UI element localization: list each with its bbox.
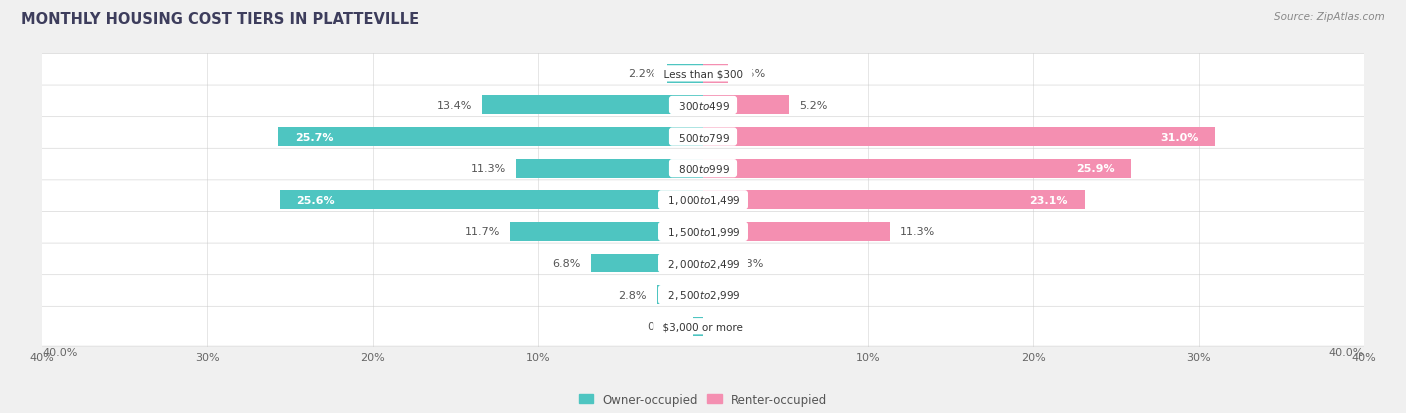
- Text: 1.5%: 1.5%: [738, 69, 766, 79]
- Bar: [516, 159, 703, 178]
- Text: 2.8%: 2.8%: [619, 290, 647, 300]
- Text: 11.3%: 11.3%: [900, 227, 935, 237]
- Text: 0.0%: 0.0%: [713, 321, 741, 331]
- FancyBboxPatch shape: [22, 180, 1384, 220]
- Bar: [703, 65, 728, 84]
- Text: 25.7%: 25.7%: [295, 132, 333, 142]
- Text: MONTHLY HOUSING COST TIERS IN PLATTEVILLE: MONTHLY HOUSING COST TIERS IN PLATTEVILL…: [21, 12, 419, 27]
- Text: 6.8%: 6.8%: [553, 259, 581, 268]
- Text: Source: ZipAtlas.com: Source: ZipAtlas.com: [1274, 12, 1385, 22]
- FancyBboxPatch shape: [22, 244, 1384, 283]
- Bar: [510, 222, 703, 241]
- Bar: [280, 191, 703, 210]
- FancyBboxPatch shape: [22, 212, 1384, 252]
- Text: $1,000 to $1,499: $1,000 to $1,499: [661, 194, 745, 207]
- Text: 31.0%: 31.0%: [1160, 132, 1198, 142]
- Text: $3,000 or more: $3,000 or more: [657, 321, 749, 331]
- Text: 25.6%: 25.6%: [297, 195, 335, 205]
- Text: 0.62%: 0.62%: [648, 321, 683, 331]
- Text: 40.0%: 40.0%: [42, 347, 77, 357]
- Bar: [482, 96, 703, 115]
- Bar: [666, 65, 703, 84]
- Bar: [703, 191, 1084, 210]
- FancyBboxPatch shape: [22, 86, 1384, 126]
- Bar: [703, 96, 789, 115]
- Legend: Owner-occupied, Renter-occupied: Owner-occupied, Renter-occupied: [579, 393, 827, 406]
- Bar: [657, 285, 703, 304]
- Text: 2.2%: 2.2%: [628, 69, 657, 79]
- FancyBboxPatch shape: [22, 117, 1384, 157]
- Text: 0.93%: 0.93%: [728, 259, 763, 268]
- FancyBboxPatch shape: [22, 149, 1384, 189]
- Bar: [591, 254, 703, 273]
- Text: 25.9%: 25.9%: [1076, 164, 1115, 174]
- Bar: [693, 317, 703, 336]
- FancyBboxPatch shape: [22, 275, 1384, 315]
- Bar: [703, 128, 1215, 147]
- Text: 5.2%: 5.2%: [799, 101, 827, 111]
- Text: 40.0%: 40.0%: [1329, 347, 1364, 357]
- Text: Less than $300: Less than $300: [657, 69, 749, 79]
- Bar: [278, 128, 703, 147]
- Bar: [703, 254, 718, 273]
- Text: $300 to $499: $300 to $499: [672, 100, 734, 112]
- Text: 11.3%: 11.3%: [471, 164, 506, 174]
- Text: 23.1%: 23.1%: [1029, 195, 1069, 205]
- Text: 13.4%: 13.4%: [436, 101, 471, 111]
- Text: $1,500 to $1,999: $1,500 to $1,999: [661, 225, 745, 238]
- Text: 11.7%: 11.7%: [464, 227, 499, 237]
- Bar: [703, 159, 1130, 178]
- Text: 0.0%: 0.0%: [713, 290, 741, 300]
- FancyBboxPatch shape: [22, 306, 1384, 346]
- Text: $2,000 to $2,499: $2,000 to $2,499: [661, 257, 745, 270]
- FancyBboxPatch shape: [22, 55, 1384, 94]
- Bar: [703, 222, 890, 241]
- Text: $800 to $999: $800 to $999: [672, 163, 734, 175]
- Text: $2,500 to $2,999: $2,500 to $2,999: [661, 288, 745, 301]
- Text: $500 to $799: $500 to $799: [672, 131, 734, 143]
